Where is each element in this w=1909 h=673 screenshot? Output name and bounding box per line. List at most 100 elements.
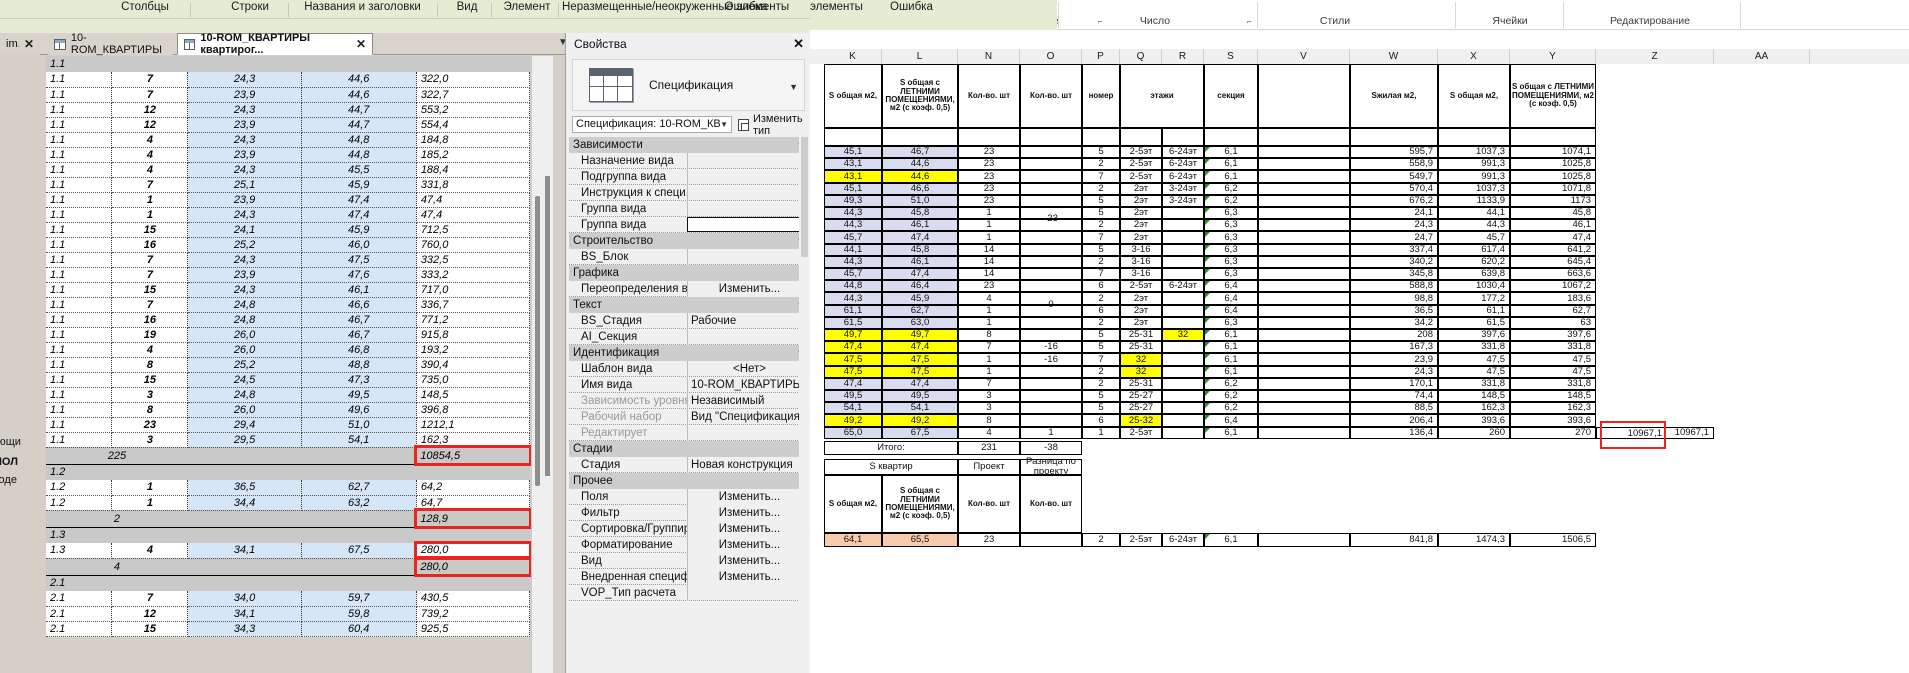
cell-s[interactable]: 6,1 [1204,353,1258,366]
table-cell[interactable]: 51,0 [301,417,417,433]
cell-k[interactable]: 49,3 [824,194,882,207]
view-tab-0[interactable]: im... ✕ [0,33,40,55]
cell-v[interactable] [1258,365,1350,378]
cell-s[interactable]: 6,3 [1204,316,1258,329]
properties-category-header[interactable]: Стадии [569,441,808,457]
cell-l[interactable]: 47,5 [882,353,958,366]
cell-v[interactable] [1258,329,1350,342]
edit-type-button[interactable]: Изменить тип [738,113,810,137]
table-cell[interactable]: 47,3 [301,372,417,388]
table-cell[interactable]: 1.1 [46,252,113,268]
cell-w[interactable]: 74,4 [1350,390,1438,403]
cell-v[interactable] [1258,353,1350,366]
table-cell[interactable]: 44,7 [301,102,417,118]
cell-k[interactable]: 65,0 [824,426,882,439]
cell-n[interactable]: 8 [958,414,1020,427]
cell-k[interactable]: 47,5 [824,365,882,378]
table-cell[interactable]: 34,1 [187,606,302,622]
type-selector-combobox[interactable]: Спецификация: 10-ROM_КВ ▼ [572,116,732,133]
table-row[interactable]: 2.1 15 34,3 60,4 925,5 [46,621,531,637]
table-cell[interactable]: 1.1 [46,327,113,343]
table-cell[interactable]: 2.1 [46,621,113,637]
cell-n[interactable]: 1 [958,365,1020,378]
ribbon-tab-view[interactable]: Вид [456,1,478,13]
table-cell[interactable]: 23,9 [187,192,302,208]
table-cell[interactable]: 45,9 [301,222,417,238]
property-value[interactable] [687,217,808,232]
bottom-cell-q[interactable]: 2-5эт [1120,533,1162,548]
property-row[interactable]: Группа вида [569,200,808,217]
cell-s[interactable]: 6,3 [1204,268,1258,281]
table-cell[interactable]: 4 [111,543,189,559]
table-row[interactable]: 1.1 1 23,9 47,4 47,4 [46,192,531,208]
cell-p[interactable]: 7 [1082,353,1120,366]
table-cell[interactable]: 1.1 [46,192,113,208]
table-cell[interactable]: 23,9 [187,87,302,103]
property-value[interactable] [687,200,808,217]
column-header-q[interactable]: Q [1120,49,1162,64]
cell-x[interactable]: 620,2 [1438,255,1510,268]
cell-y[interactable]: 47,5 [1510,353,1596,366]
cell-w[interactable]: 170,1 [1350,377,1438,390]
column-header-k[interactable]: K [824,49,882,64]
table-cell[interactable]: 7 [111,252,189,268]
ribbon-tab-titles[interactable]: Названия и заголовки [304,1,421,13]
cell-r[interactable] [1162,304,1204,317]
cell-y[interactable]: 1074,1 [1510,146,1596,159]
cell-r[interactable] [1162,292,1204,305]
table-cell[interactable]: 62,7 [301,480,417,496]
cell-x[interactable]: 617,4 [1438,243,1510,256]
cell-p[interactable]: 6 [1082,414,1120,427]
column-header-y[interactable]: Y [1510,49,1596,64]
table-cell[interactable]: 49,6 [301,402,417,418]
table-row[interactable]: 1.1 4 23,9 44,8 185,2 [46,147,531,163]
table-cell[interactable]: 1.1 [46,117,113,133]
table-cell[interactable]: 54,1 [301,432,417,448]
cell-k[interactable]: 45,1 [824,182,882,195]
table-cell[interactable]: 7 [111,591,189,607]
cell-y[interactable]: 641,2 [1510,243,1596,256]
cell-n[interactable]: 3 [958,402,1020,415]
property-row[interactable]: Подгруппа вида [569,168,808,185]
cell-v[interactable] [1258,414,1350,427]
cell-x[interactable]: 61,1 [1438,304,1510,317]
cell-k[interactable]: 61,1 [824,304,882,317]
cell-l[interactable]: 51,0 [882,194,958,207]
table-row[interactable]: 1.1 8 25,2 48,8 390,4 [46,357,531,373]
cell-r[interactable] [1162,207,1204,220]
cell-w[interactable]: 167,3 [1350,341,1438,354]
table-row[interactable]: 1.1 4 24,3 44,8 184,8 [46,132,531,148]
cell-l[interactable]: 45,8 [882,243,958,256]
bottom-cell-x[interactable]: 1474,3 [1438,533,1510,548]
cell-w[interactable]: 206,4 [1350,414,1438,427]
cell-n[interactable]: 14 [958,255,1020,268]
table-cell[interactable]: 47,4 [416,192,531,208]
properties-category-header[interactable]: Идентификация⌃ [569,345,808,361]
table-cell[interactable]: 64,7 [416,495,531,511]
cell-k[interactable]: 54,1 [824,402,882,415]
cell-s[interactable]: 6,1 [1204,341,1258,354]
table-cell[interactable]: 44,6 [301,72,417,88]
column-header-z[interactable]: Z [1596,49,1714,64]
table-cell[interactable]: 1.1 [46,432,113,448]
cell-w[interactable]: 588,8 [1350,280,1438,293]
cell-v[interactable] [1258,377,1350,390]
column-header-x[interactable]: X [1438,49,1510,64]
table-cell[interactable]: 717,0 [416,282,531,298]
table-cell[interactable]: 46,6 [301,297,417,313]
property-row[interactable]: Внедренная специфи...Изменить... [569,568,808,585]
cell-n[interactable]: 23 [958,170,1020,183]
cell-y[interactable]: 393,6 [1510,414,1596,427]
ribbon-tab-element[interactable]: Элемент [503,1,551,13]
property-row[interactable]: VOP_Тип расчета [569,584,808,601]
cell-x[interactable]: 47,5 [1438,353,1510,366]
cell-l[interactable]: 49,2 [882,414,958,427]
cell-x[interactable]: 61,5 [1438,316,1510,329]
table-cell[interactable]: 1.1 [46,222,113,238]
table-cell[interactable]: 15 [111,282,189,298]
cell-s[interactable]: 6,1 [1204,170,1258,183]
table-cell[interactable]: 7 [111,297,189,313]
property-value[interactable]: Вид "Спецификация: ... [687,408,808,425]
table-row[interactable]: 1.1 3 29,5 54,1 162,3 [46,432,531,448]
cell-p[interactable]: 2 [1082,182,1120,195]
